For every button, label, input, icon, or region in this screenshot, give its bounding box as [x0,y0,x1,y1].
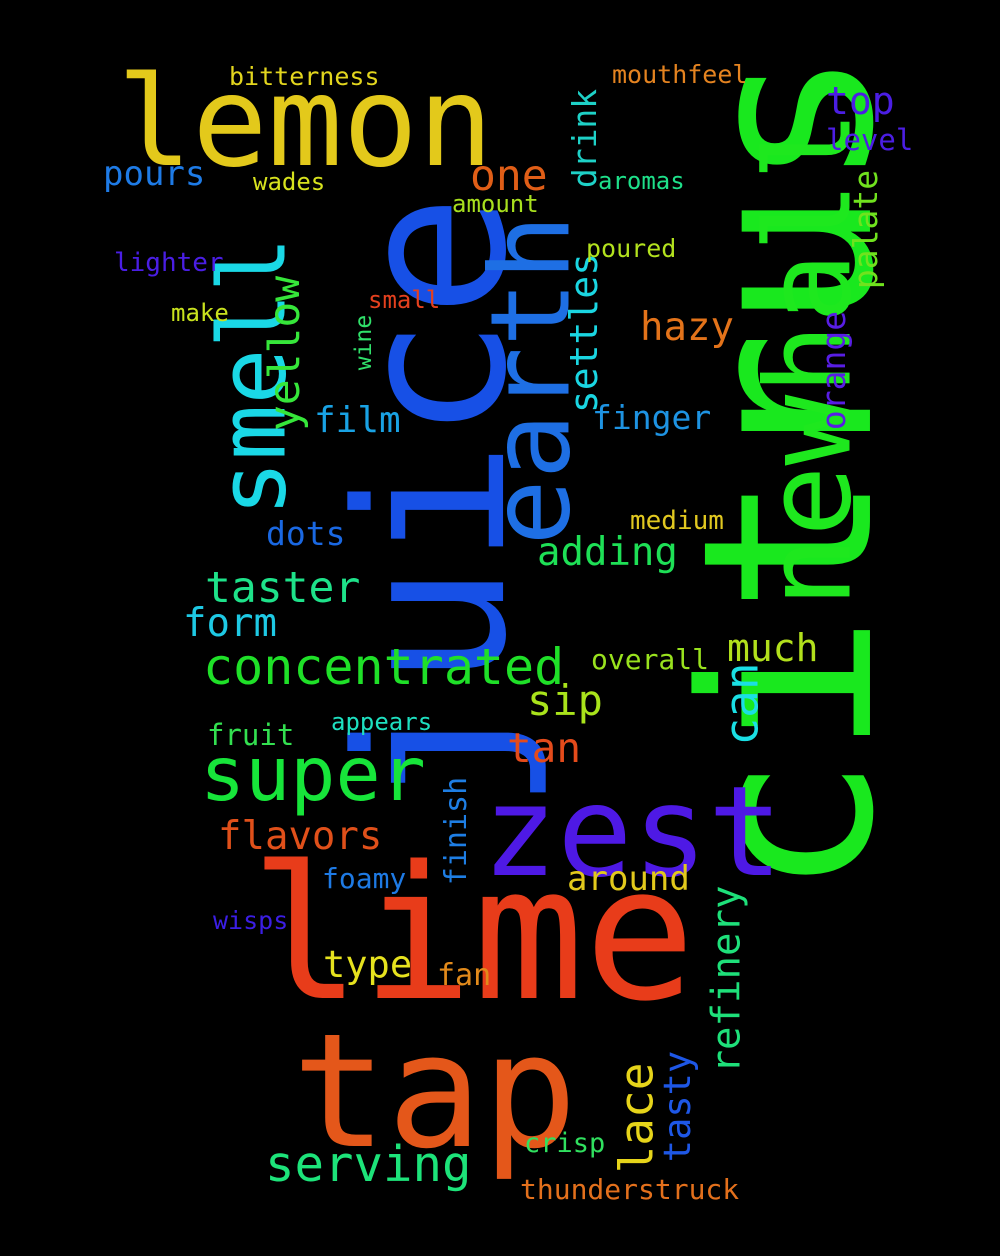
word-fruit: fruit [207,718,295,752]
word-crisp: crisp [524,1128,606,1159]
word-yellow: yellow [260,275,311,432]
word-palate: palate [846,169,886,290]
word-taster: taster [205,563,361,613]
word-level: level [826,123,914,157]
word-tasty: tasty [656,1050,700,1163]
word-flavors: flavors [218,814,383,859]
word-one: one [470,151,548,201]
word-can: can [714,662,769,746]
word-adding: adding [537,530,678,575]
word-refinery: refinery [704,885,750,1074]
word-foamy: foamy [322,862,407,895]
word-settles: settles [562,252,607,414]
word-wades: wades [253,168,326,196]
word-zest: zest [482,760,784,905]
word-appears: appears [331,708,433,736]
word-top: top [826,79,895,123]
word-make: make [171,299,229,327]
word-pours: pours [103,154,206,194]
word-thunderstruck: thunderstruck [520,1173,740,1206]
word-wine: wine [351,314,378,371]
word-tap: tap [292,1000,578,1184]
word-wisps: wisps [213,906,289,935]
word-lemon: lemon [117,50,494,195]
word-around: around [567,859,690,899]
word-type: type [323,943,413,986]
word-medium: medium [630,506,724,536]
word-dots: dots [266,514,346,553]
word-much: much [727,626,819,670]
word-lighter: lighter [114,248,224,278]
word-super: super [200,730,426,818]
word-hazy: hazy [640,305,734,350]
word-concentrated: concentrated [203,638,565,696]
word-drink: drink [565,88,605,189]
word-tan: tan [507,724,582,772]
word-aromas: aromas [598,167,685,195]
word-amount: amount [452,190,539,218]
word-lime: lime [250,826,696,1042]
word-orange: orange [814,310,854,431]
word-serving: serving [265,1136,472,1193]
word-overall: overall [591,643,710,676]
word-film: film [314,400,401,441]
word-fan: fan [437,958,492,993]
word-form: form [183,601,277,646]
word-mouthfeel: mouthfeel [612,60,748,89]
word-small: small [368,286,441,314]
word-sip: sip [527,676,603,725]
word-lace: lace [609,1062,664,1174]
word-finish: finish [439,776,475,886]
word-bitterness: bitterness [229,62,380,91]
word-poured: poured [586,234,677,263]
word-finger: finger [592,398,712,437]
